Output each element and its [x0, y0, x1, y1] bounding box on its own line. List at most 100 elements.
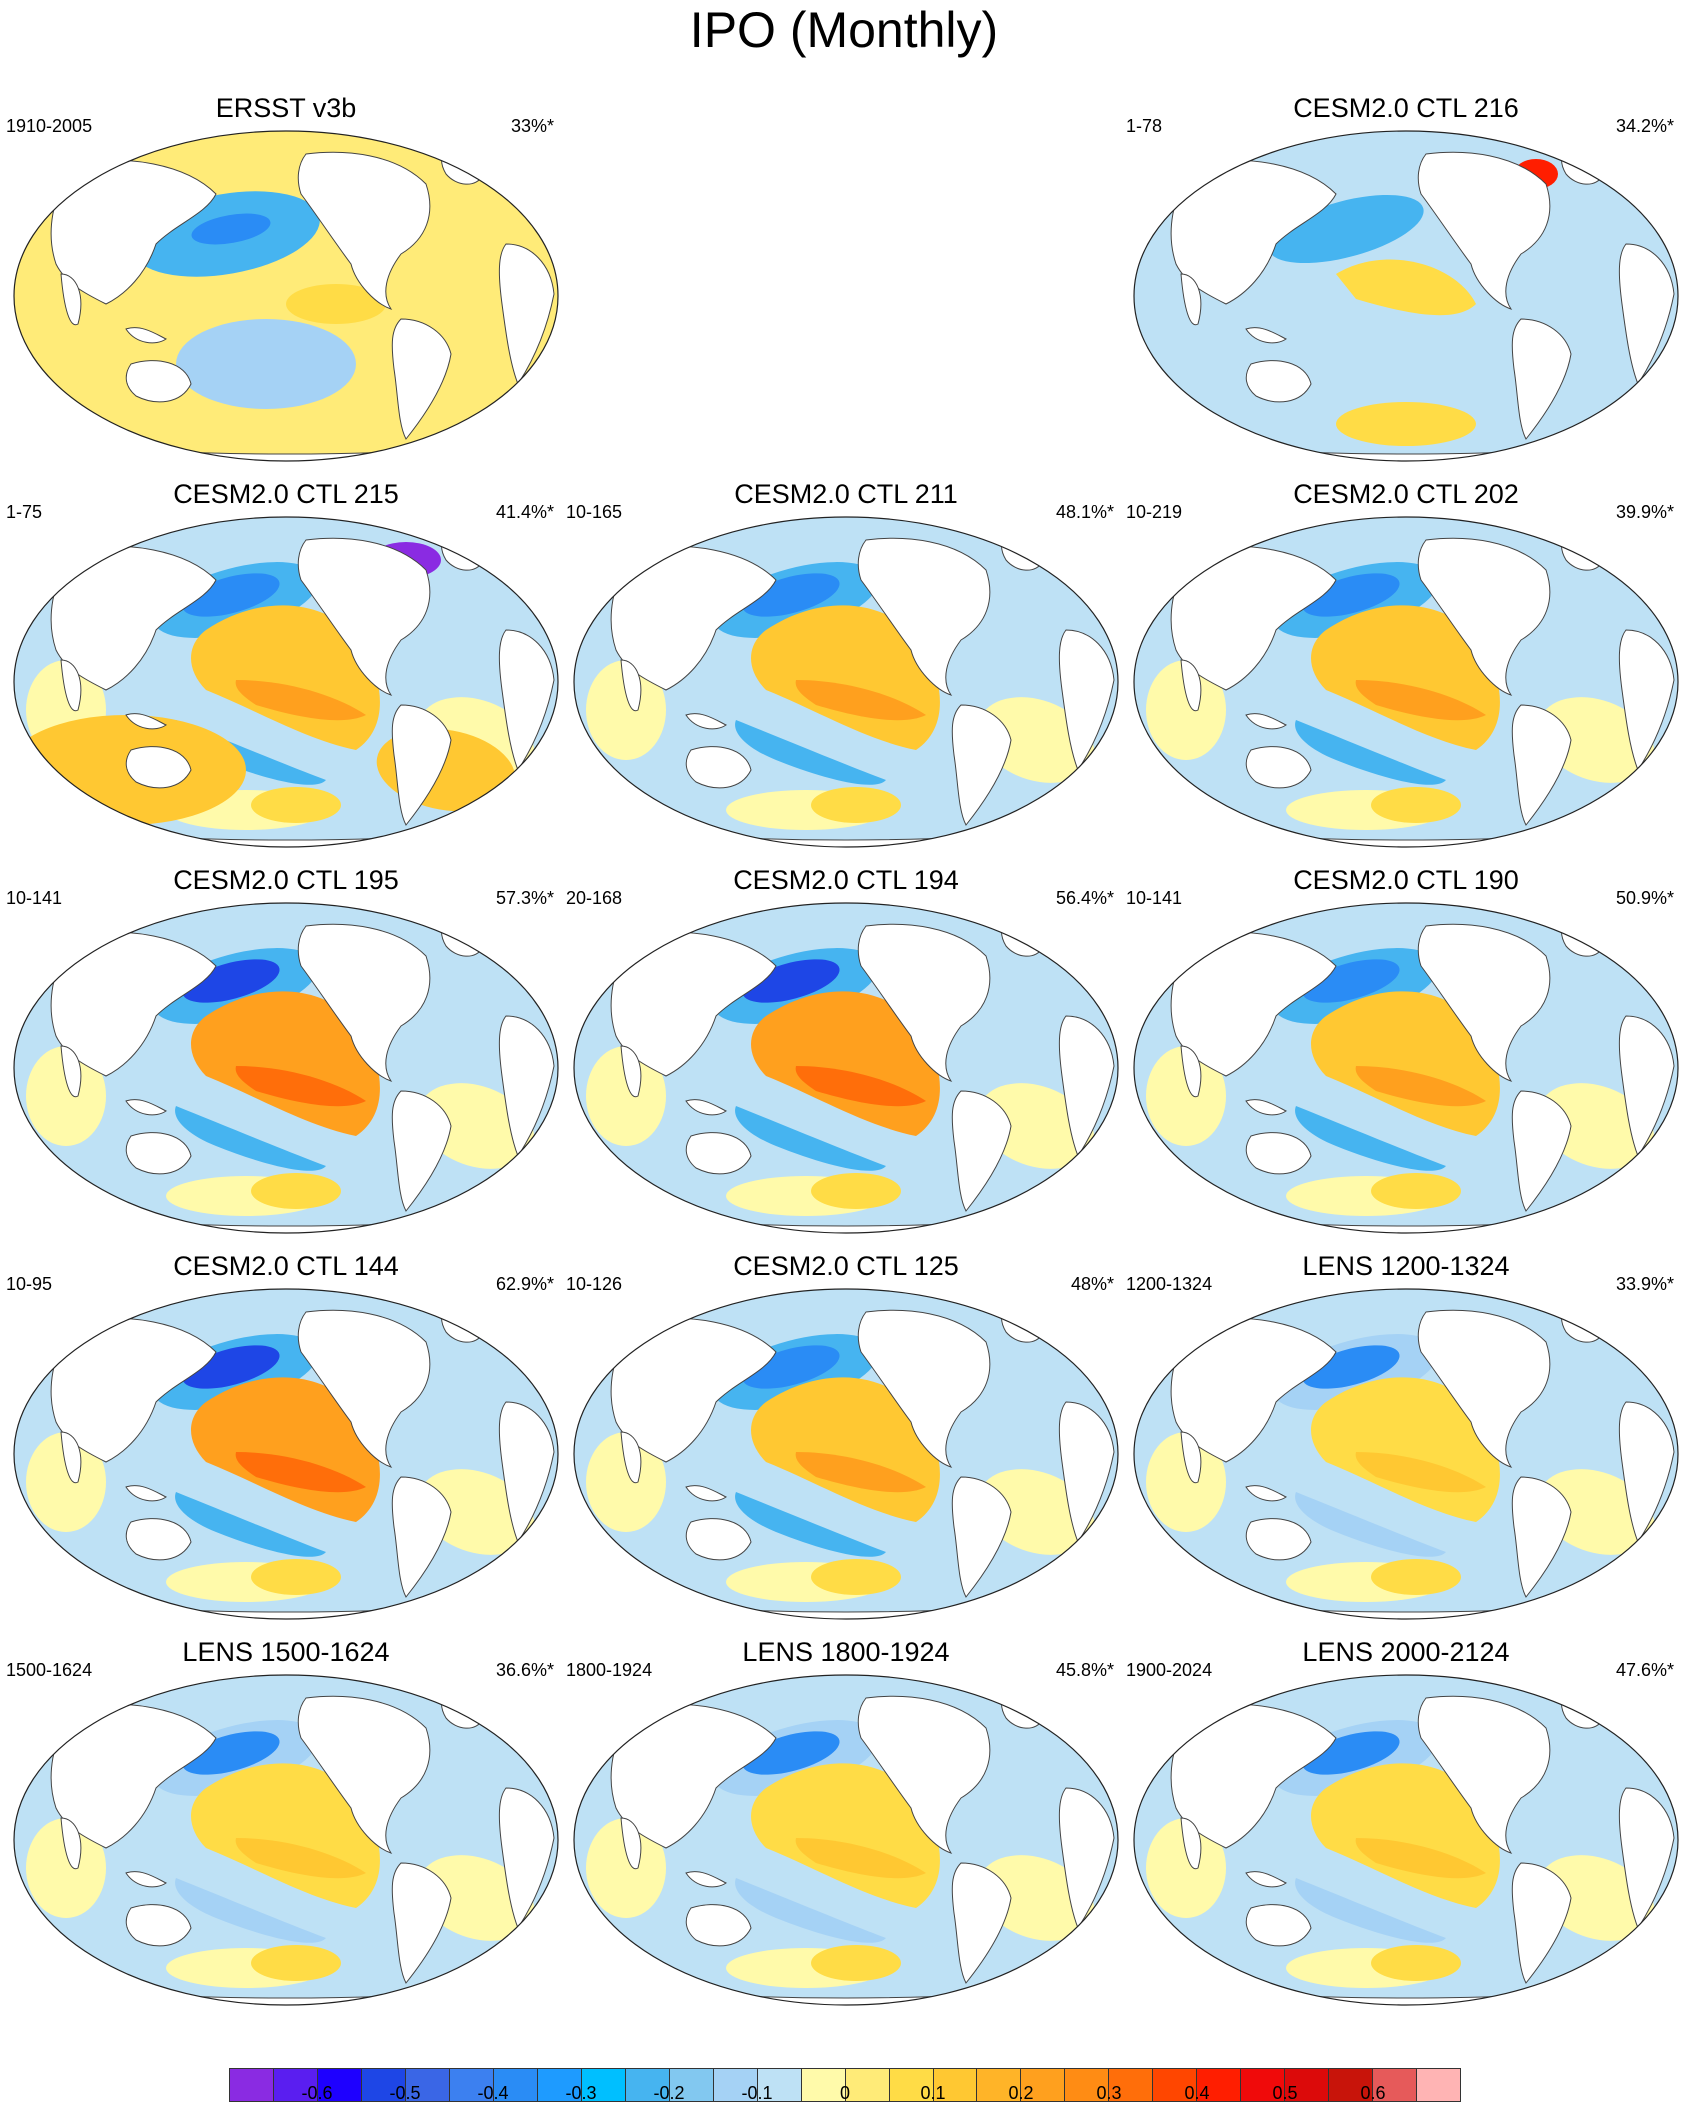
colorbar-swatch — [230, 2069, 274, 2101]
equatorial-warm-core — [795, 1838, 926, 1879]
panel-title: CESM2.0 CTL 125 — [733, 1251, 959, 1281]
land-asia — [610, 1703, 777, 1849]
land-india — [60, 1817, 82, 1870]
colorbar-swatch — [1417, 2069, 1461, 2101]
colorbar-ticks: -0.6 -0.5 -0.4 -0.3 -0.2 -0.1 0 0.1 0.2 0.3 0.4 0.5… — [301, 2083, 1385, 2101]
map-border — [573, 902, 1119, 1234]
north-pacific-cool-core — [742, 1731, 840, 1775]
land-maritime-continent — [125, 327, 167, 344]
map-border — [13, 516, 559, 848]
land-maritime-continent — [685, 1871, 727, 1888]
north-pacific-cool-core — [742, 959, 840, 1003]
panel-variance-explained: 33%* — [510, 116, 554, 136]
land-north-america — [857, 1695, 991, 1854]
colorbar-swatch — [845, 2069, 890, 2101]
sst-field — [574, 1289, 1118, 1619]
land-india — [60, 1431, 82, 1484]
sst-anomaly-patch — [586, 1818, 666, 1918]
land-india — [1180, 659, 1202, 712]
land-south-america — [951, 1090, 1012, 1212]
sst-anomaly-patch — [417, 1083, 535, 1169]
land-maritime-continent — [125, 1871, 167, 1888]
colorbar-swatch — [449, 2069, 494, 2101]
north-pacific-cool-core — [182, 573, 280, 617]
panel-title: CESM2.0 CTL 195 — [173, 865, 399, 895]
southern-ocean-warm-patch — [1371, 1559, 1461, 1595]
map-border — [1133, 1288, 1679, 1620]
equatorial-warm-core — [1355, 1452, 1486, 1493]
colorbar-swatch — [1153, 2069, 1198, 2101]
south-pacific-cool-band — [175, 1878, 326, 1943]
panel-title: CESM2.0 CTL 144 — [173, 1251, 399, 1281]
map-border — [1133, 130, 1679, 462]
land-north-america — [297, 151, 431, 310]
southern-ocean-warm-patch — [811, 1173, 901, 1209]
sst-anomaly-patch — [977, 697, 1095, 783]
panel-period: 10-95 — [6, 1274, 53, 1294]
land-north-america — [297, 1695, 431, 1854]
land-south-america — [1511, 1862, 1572, 1984]
land-australia — [125, 746, 192, 789]
land-india — [60, 273, 82, 326]
sst-anomaly-patch — [977, 1469, 1095, 1555]
land-asia — [1170, 1703, 1337, 1849]
north-pacific-cool-core — [182, 959, 280, 1003]
land-australia — [125, 1904, 192, 1947]
colorbar-swatch — [713, 2069, 758, 2101]
land-asia — [1170, 931, 1337, 1077]
colorbar-swatch — [273, 2069, 318, 2101]
map-border — [1133, 516, 1679, 848]
land-north-america — [297, 923, 431, 1082]
sst-anomaly-patch — [1537, 697, 1655, 783]
map-panel: CESM2.0 CTL 211 10-165 48.1%* — [566, 478, 1126, 854]
land-australia — [125, 1132, 192, 1175]
land-india — [1180, 1431, 1202, 1484]
south-pacific-cool-band — [735, 1878, 886, 1943]
land-australia — [1245, 746, 1312, 789]
sst-field — [1134, 1289, 1678, 1619]
panel-variance-explained: 50.9%* — [1615, 888, 1674, 908]
robinson-map — [13, 1674, 559, 2006]
panel-variance-explained: 48.1%* — [1055, 502, 1114, 522]
colorbar-swatch — [1021, 2069, 1066, 2101]
southern-ocean-warm-patch — [1371, 1173, 1461, 1209]
land-south-america — [1511, 1476, 1572, 1598]
panel-title: LENS 1500-1624 — [182, 1637, 390, 1667]
panel-period: 10-126 — [566, 1274, 623, 1294]
colorbar-tick-label: 0.4 — [1184, 2083, 1209, 2101]
land-north-america — [857, 1309, 991, 1468]
equatorial-warm-core — [795, 1066, 926, 1107]
colorbar-tick-label: -0.1 — [741, 2083, 772, 2101]
panel-period: 1-78 — [1126, 116, 1163, 136]
colorbar-swatch — [405, 2069, 450, 2101]
south-pacific-cool-band — [735, 720, 886, 785]
sst-anomaly-patch — [417, 1469, 535, 1555]
sst-field — [14, 1675, 558, 2005]
southern-ocean-warm-patch — [251, 1173, 341, 1209]
colorbar-tick-label: 0.2 — [1008, 2083, 1033, 2101]
panel-title: CESM2.0 CTL 216 — [1293, 93, 1519, 123]
land-asia — [610, 545, 777, 691]
land-south-america — [951, 1862, 1012, 1984]
land-india — [60, 659, 82, 712]
land-asia — [1170, 1317, 1337, 1463]
land-north-america — [1417, 537, 1551, 696]
land-maritime-continent — [685, 1485, 727, 1502]
land-north-america — [857, 537, 991, 696]
colorbar-swatch — [933, 2069, 978, 2101]
north-pacific-cool-core — [1302, 959, 1400, 1003]
sst-anomaly-patch — [977, 1855, 1095, 1941]
land-asia — [50, 159, 217, 305]
land-asia — [1170, 159, 1337, 305]
map-border — [573, 516, 1119, 848]
colorbar-swatch — [361, 2069, 406, 2101]
panel-variance-explained: 41.4%* — [495, 502, 554, 522]
equatorial-warm-core — [235, 1066, 366, 1107]
colorbar-tick-label: -0.6 — [301, 2083, 332, 2101]
colorbar-swatch — [977, 2069, 1022, 2101]
sst-field — [14, 517, 558, 847]
south-pacific-cool-band — [735, 1106, 886, 1171]
north-pacific-cool-core — [1302, 573, 1400, 617]
panel-period: 1800-1924 — [566, 1660, 653, 1680]
land-asia — [1170, 545, 1337, 691]
